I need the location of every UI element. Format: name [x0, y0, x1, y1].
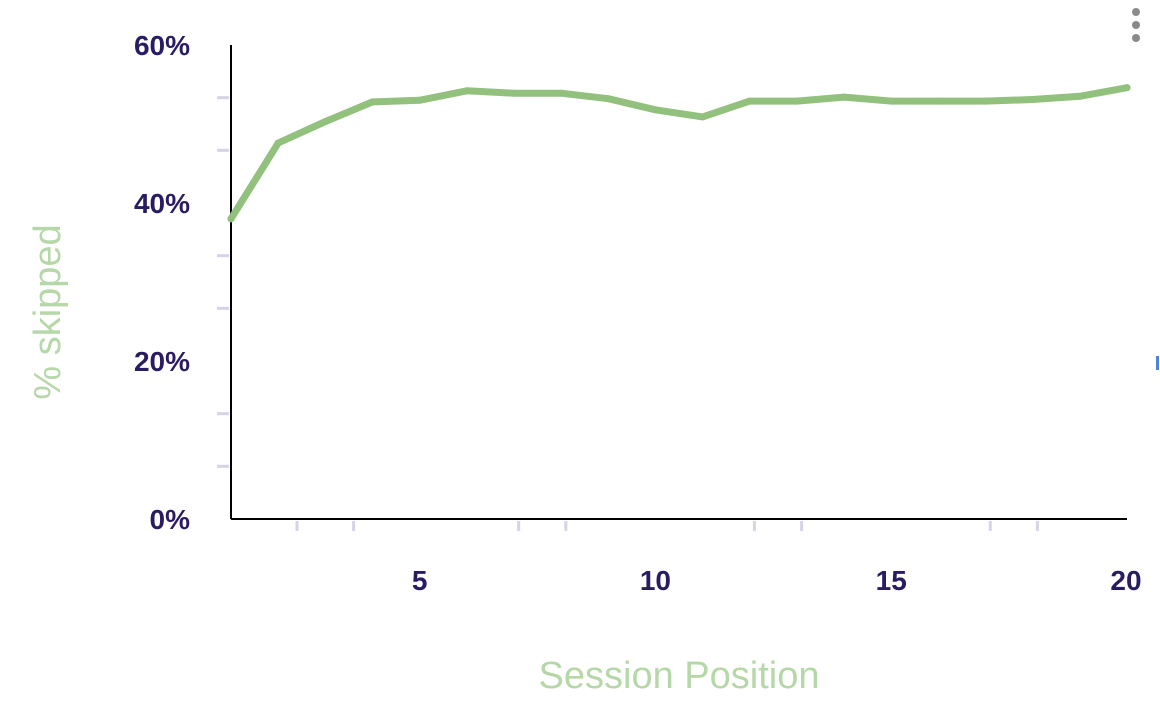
data-point — [463, 87, 471, 95]
data-point — [274, 139, 282, 147]
y-tick-labels: 0% 20% 40% 60% — [134, 30, 190, 535]
data-point — [321, 118, 329, 126]
data-point — [746, 97, 754, 105]
menu-dot — [1132, 8, 1140, 16]
data-points — [227, 84, 1131, 223]
minor-ticks — [217, 96, 1039, 531]
x-tick-label: 15 — [876, 565, 907, 596]
menu-dot — [1132, 34, 1140, 42]
data-point — [1029, 96, 1037, 104]
x-tick-labels: 5 10 15 20 — [412, 565, 1142, 596]
data-point — [793, 97, 801, 105]
data-point — [1123, 84, 1131, 92]
data-point — [368, 98, 376, 106]
data-point — [1076, 92, 1084, 100]
data-point — [934, 97, 942, 105]
data-point — [557, 89, 565, 97]
y-tick-label: 60% — [134, 30, 190, 61]
data-point — [651, 106, 659, 114]
data-point — [416, 96, 424, 104]
data-point — [227, 215, 235, 223]
data-point — [840, 93, 848, 101]
x-tick-label: 5 — [412, 565, 428, 596]
x-axis-title: Session Position — [539, 655, 820, 697]
y-tick-label: 20% — [134, 346, 190, 377]
y-axis-title: % skipped — [27, 224, 69, 399]
data-point — [982, 97, 990, 105]
data-point — [510, 89, 518, 97]
data-point — [699, 113, 707, 121]
data-point — [604, 95, 612, 103]
series-line — [227, 84, 1131, 223]
x-tick-label: 10 — [640, 565, 671, 596]
y-tick-label: 0% — [150, 504, 191, 535]
y-tick-label: 40% — [134, 188, 190, 219]
more-vertical-icon[interactable] — [1124, 6, 1148, 44]
x-tick-label: 20 — [1110, 565, 1141, 596]
data-point — [887, 97, 895, 105]
edge-marker — [1156, 356, 1159, 370]
menu-dot — [1132, 21, 1140, 29]
